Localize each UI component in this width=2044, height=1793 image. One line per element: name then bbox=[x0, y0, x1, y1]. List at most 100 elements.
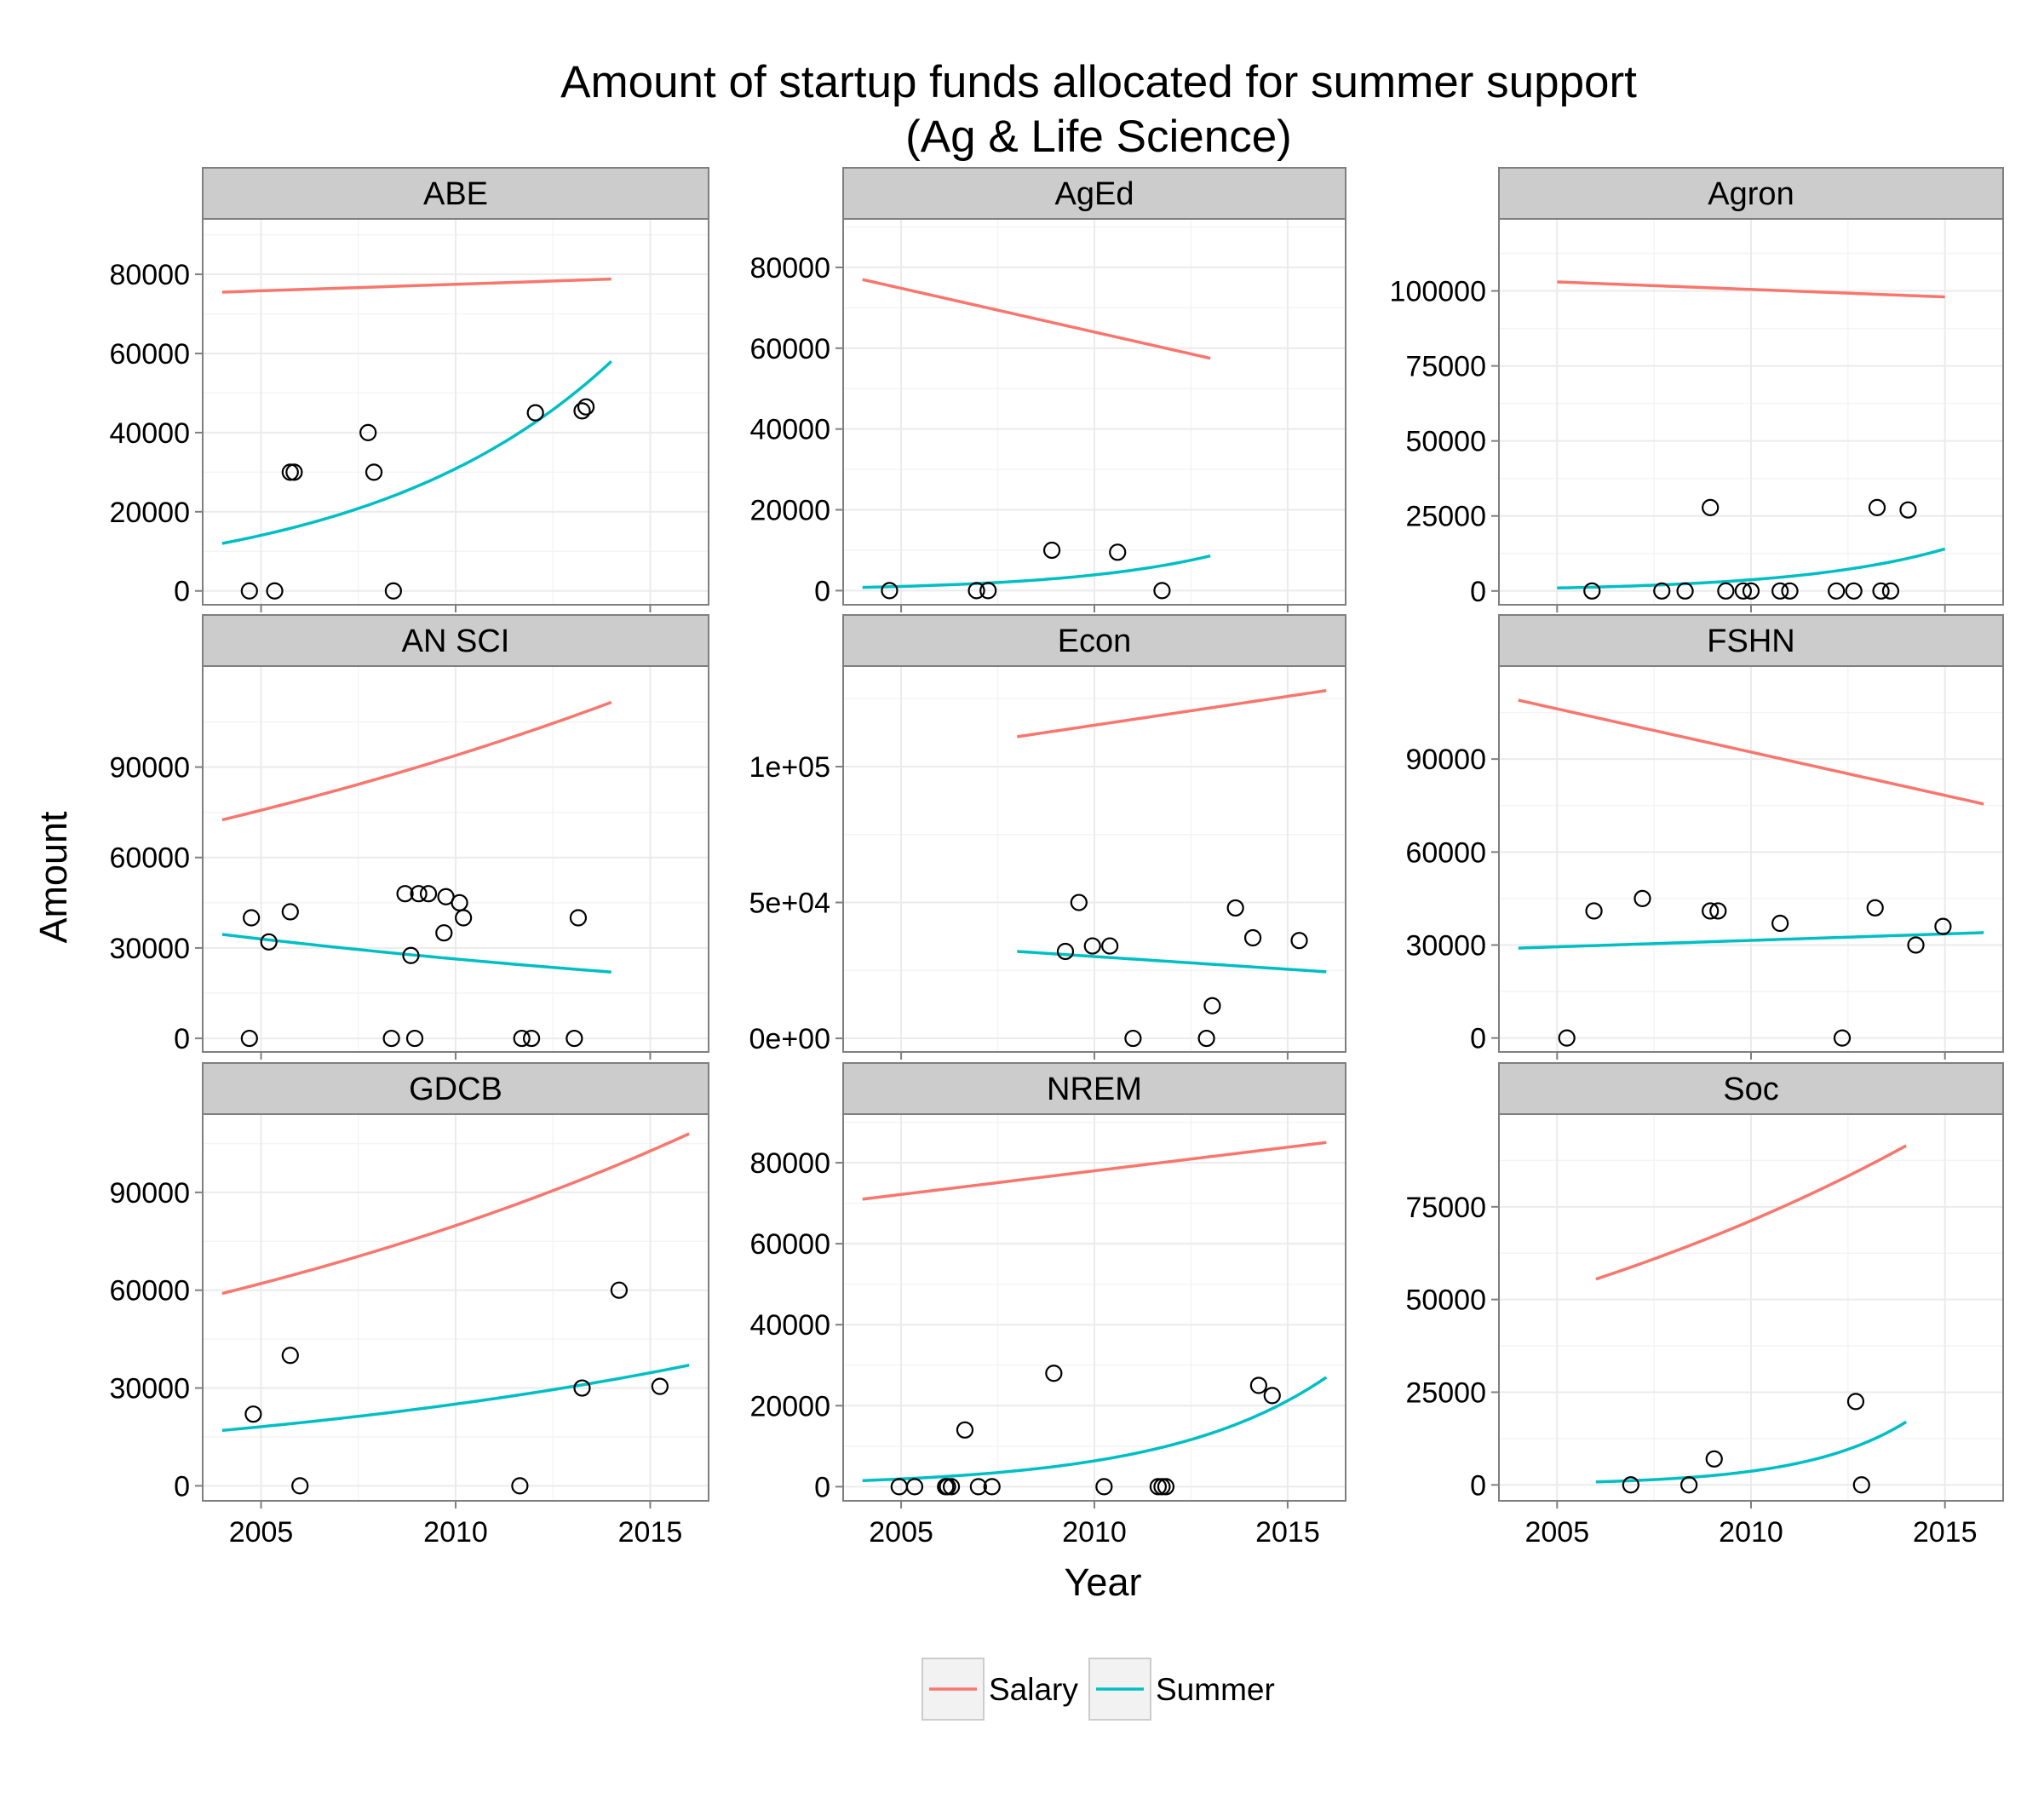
data-point bbox=[1676, 582, 1694, 600]
y-tick-label: 0 bbox=[174, 1023, 190, 1055]
x-tick-label: 2005 bbox=[1524, 1516, 1589, 1549]
data-point bbox=[1709, 902, 1727, 920]
panel-abe: ABE 0 20000 40000 60000 80000 bbox=[109, 167, 709, 612]
y-tick-label: 90000 bbox=[109, 1177, 190, 1210]
y-tick-label: 80000 bbox=[109, 259, 190, 291]
salary-line bbox=[221, 700, 612, 822]
data-point bbox=[244, 1405, 262, 1423]
y-tick-label: 0 bbox=[174, 1470, 190, 1503]
y-axis-label: Amount bbox=[32, 811, 75, 944]
data-point bbox=[1846, 1393, 1865, 1411]
y-tick-label: 0e+00 bbox=[749, 1023, 831, 1055]
panel-strip-label: Agron bbox=[1708, 176, 1794, 212]
data-point bbox=[1095, 1478, 1113, 1496]
data-point bbox=[266, 582, 284, 600]
data-point bbox=[956, 1421, 974, 1439]
panel-strip-label: GDCB bbox=[409, 1072, 502, 1107]
data-point bbox=[1226, 899, 1244, 917]
data-point bbox=[455, 909, 473, 927]
y-tick-label: 20000 bbox=[749, 1390, 830, 1422]
data-point bbox=[1702, 498, 1720, 516]
data-point bbox=[281, 1347, 299, 1365]
x-tick-label: 2015 bbox=[1255, 1516, 1320, 1549]
data-point bbox=[526, 404, 544, 422]
panel-strip bbox=[842, 614, 1346, 667]
data-point bbox=[1558, 1029, 1576, 1047]
y-tick-label: 30000 bbox=[1405, 929, 1486, 962]
data-point bbox=[1070, 894, 1088, 911]
y-tick-label: 100000 bbox=[1390, 276, 1486, 308]
data-point bbox=[1056, 942, 1075, 961]
data-point bbox=[1872, 582, 1890, 600]
data-point bbox=[1203, 997, 1221, 1014]
y-tick-label: 0 bbox=[814, 1471, 830, 1503]
data-point bbox=[1702, 902, 1720, 920]
data-point bbox=[1852, 1476, 1870, 1494]
data-point bbox=[285, 463, 303, 481]
data-point bbox=[1101, 937, 1119, 955]
data-point bbox=[1249, 1376, 1267, 1394]
y-tick-label: 25000 bbox=[1405, 501, 1486, 533]
data-point bbox=[651, 1377, 669, 1395]
panel-strip-label: ABE bbox=[423, 176, 488, 212]
data-point bbox=[402, 946, 420, 964]
y-tick-label: 30000 bbox=[109, 1373, 190, 1405]
y-tick-label: 60000 bbox=[109, 338, 190, 371]
data-point bbox=[1771, 914, 1789, 933]
x-tick-label: 2010 bbox=[1719, 1516, 1783, 1549]
y-tick-label: 60000 bbox=[749, 333, 830, 365]
y-tick-label: 0 bbox=[1470, 1023, 1486, 1055]
x-axis-label: Year bbox=[1065, 1560, 1142, 1604]
salary-line bbox=[1518, 698, 1984, 806]
summer-line bbox=[1557, 547, 1946, 590]
data-point bbox=[1243, 928, 1262, 947]
y-tick-label: 40000 bbox=[749, 414, 830, 446]
data-point bbox=[1828, 582, 1846, 600]
y-tick-label: 40000 bbox=[749, 1309, 830, 1342]
y-tick-label: 0 bbox=[174, 576, 190, 608]
data-point bbox=[1585, 902, 1603, 920]
data-point bbox=[1934, 917, 1952, 935]
y-tick-label: 60000 bbox=[1405, 836, 1486, 869]
data-point bbox=[240, 582, 258, 600]
panel-strip bbox=[202, 614, 709, 667]
legend-label: Summer bbox=[1156, 1672, 1275, 1707]
data-point bbox=[1717, 582, 1735, 600]
legend-item-summer: Summer bbox=[1088, 1658, 1275, 1721]
panel-strip-label: FSHN bbox=[1707, 624, 1794, 659]
data-point bbox=[566, 1029, 583, 1048]
data-point bbox=[281, 903, 299, 921]
salary-line bbox=[1557, 280, 1945, 299]
x-tick-label: 2005 bbox=[869, 1516, 933, 1549]
data-point bbox=[1290, 932, 1308, 950]
y-tick-label: 75000 bbox=[1405, 1192, 1486, 1224]
legend-item-salary: Salary bbox=[922, 1658, 1078, 1721]
panel-strip bbox=[202, 1062, 709, 1115]
panel-strip bbox=[202, 167, 709, 220]
summer-line bbox=[221, 933, 611, 974]
data-point bbox=[359, 423, 377, 441]
data-point bbox=[260, 933, 278, 951]
data-point bbox=[1907, 936, 1925, 954]
y-tick-label: 20000 bbox=[109, 497, 190, 529]
panel-an-sci: AN SCI 0 30000 60000 90000 bbox=[109, 614, 709, 1060]
summer-line bbox=[1518, 931, 1984, 950]
summer-line bbox=[221, 1364, 690, 1433]
panel-strip bbox=[1498, 167, 2004, 220]
data-point bbox=[396, 885, 414, 903]
x-tick-label: 2010 bbox=[423, 1516, 488, 1549]
data-point bbox=[1263, 1387, 1281, 1405]
data-point bbox=[577, 398, 595, 416]
y-tick-label: 40000 bbox=[109, 417, 190, 450]
data-point bbox=[967, 582, 985, 600]
data-point bbox=[1633, 889, 1651, 907]
data-point bbox=[983, 1478, 1001, 1496]
chart-title: Amount of startup funds allocated for su… bbox=[560, 57, 1637, 107]
summer-line bbox=[221, 359, 612, 545]
y-tick-label: 50000 bbox=[1405, 426, 1486, 458]
salary-line bbox=[221, 277, 611, 294]
legend-label: Salary bbox=[989, 1672, 1078, 1707]
data-point bbox=[942, 1478, 961, 1496]
data-point bbox=[610, 1281, 629, 1299]
